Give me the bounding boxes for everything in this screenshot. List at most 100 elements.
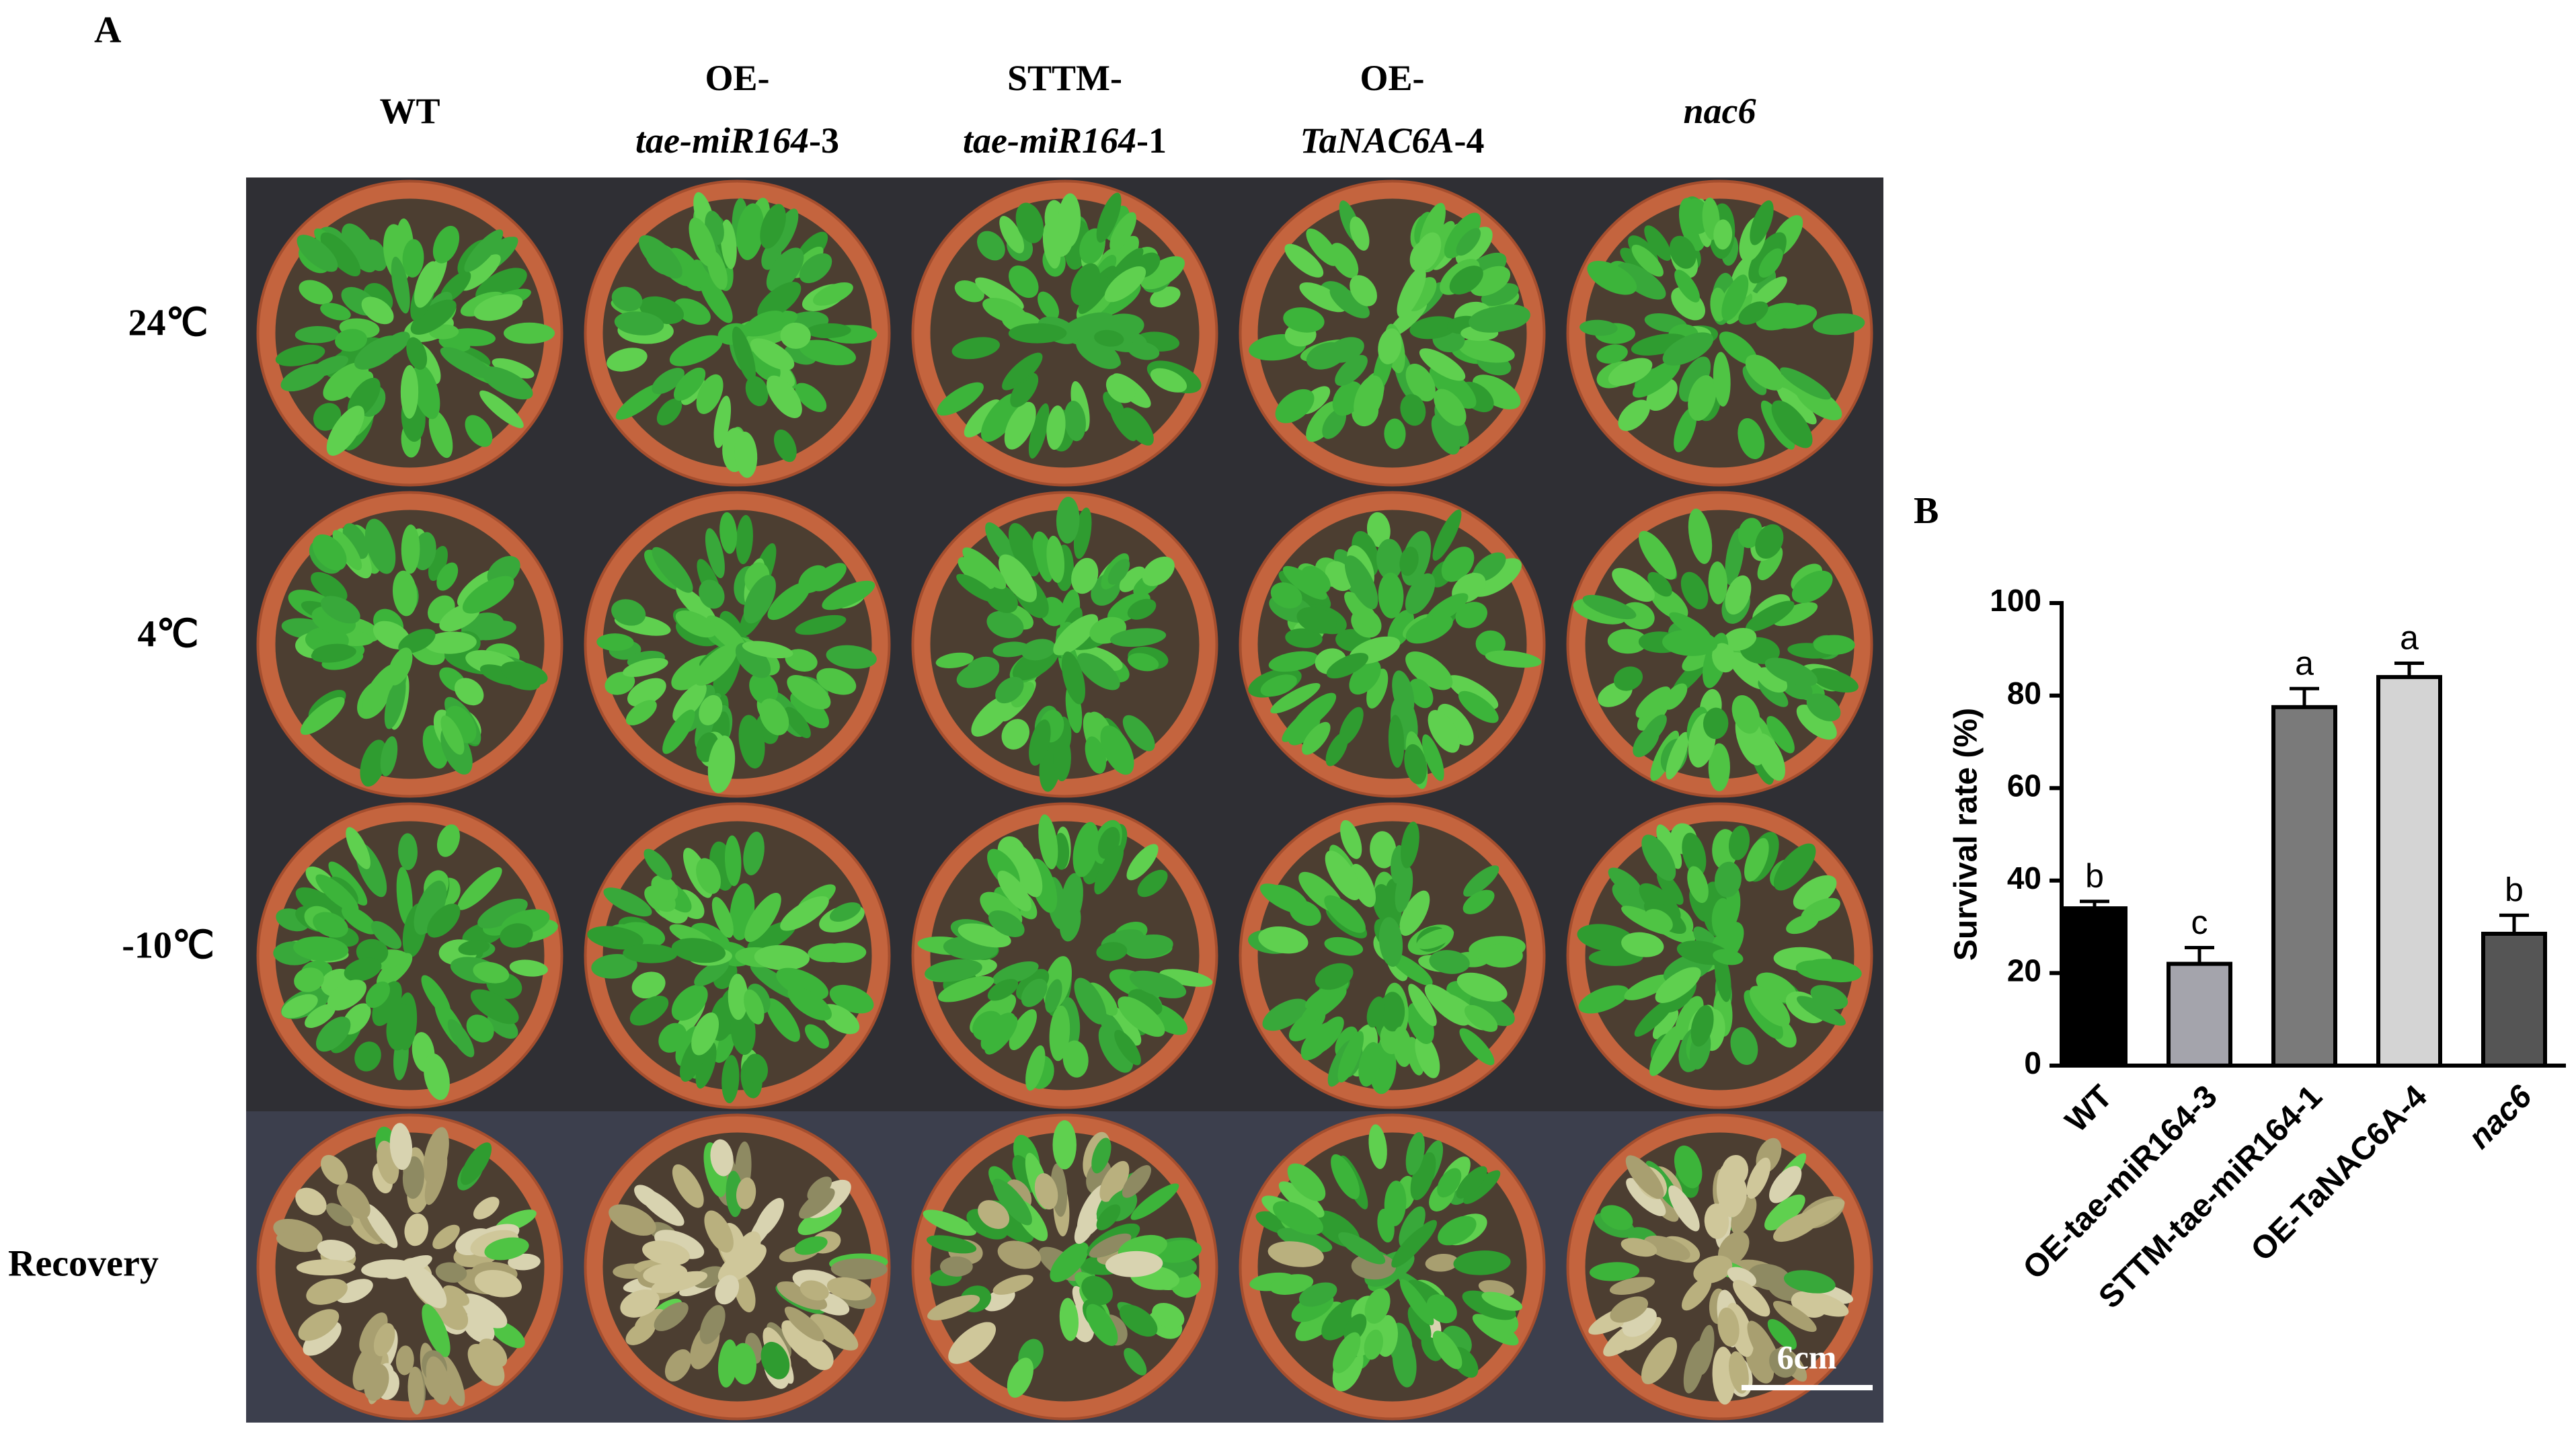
leaf [1405, 573, 1436, 614]
leaf [1298, 1282, 1337, 1307]
leaf [1350, 863, 1376, 908]
leaf [1621, 932, 1664, 957]
header-run: nac6 [1684, 91, 1756, 131]
leaf [479, 664, 521, 686]
leaf [1137, 869, 1168, 898]
column-header: tae-miR164-1 [963, 120, 1167, 161]
significance-letter: c [2191, 904, 2208, 941]
leaf [364, 1203, 398, 1248]
leaf [713, 395, 732, 448]
leaf [987, 979, 1019, 1001]
leaf [992, 1275, 1033, 1295]
leaf [1392, 1335, 1417, 1388]
leaf [1366, 512, 1391, 548]
leaf [813, 282, 853, 306]
leaf [414, 261, 439, 308]
leaf [675, 610, 717, 638]
leaf [777, 1281, 828, 1310]
leaf [676, 586, 717, 625]
leaf [341, 223, 378, 273]
leaf [757, 282, 802, 319]
leaf [1725, 528, 1745, 586]
leaf [1655, 967, 1701, 1003]
leaf [1325, 850, 1361, 900]
x-tick-label: OE-TaNAC6A-4 [2245, 1078, 2434, 1268]
leaf [1287, 1163, 1326, 1201]
leaf [398, 833, 418, 871]
leaf [731, 1343, 756, 1385]
leaf [1079, 276, 1110, 313]
leaf [810, 1314, 859, 1351]
leaf [1769, 1166, 1802, 1203]
leaf [1391, 1224, 1432, 1268]
leaf [1600, 1205, 1633, 1230]
leaf [749, 672, 779, 705]
leaf [1652, 1008, 1679, 1039]
leaf [1813, 635, 1855, 655]
leaf [1408, 678, 1434, 709]
leaf [305, 1004, 336, 1028]
leaf [1302, 721, 1331, 755]
leaf [1025, 1045, 1046, 1091]
leaf [1046, 535, 1065, 583]
leaf [1127, 653, 1159, 672]
leaf [1456, 972, 1508, 1002]
leaf [717, 1339, 738, 1388]
leaf [799, 1280, 829, 1301]
header-run: tae-miR164 [635, 120, 809, 161]
leaf [744, 989, 765, 1025]
leaf [719, 512, 738, 554]
leaf [311, 571, 348, 602]
leaf [1624, 974, 1672, 1000]
leaf [1662, 332, 1714, 366]
leaf [500, 923, 533, 948]
leaf [1380, 992, 1405, 1032]
leaf [794, 1236, 828, 1255]
leaf [1745, 354, 1784, 391]
leaf [1647, 571, 1672, 597]
leaf [464, 229, 504, 272]
leaf [1094, 845, 1124, 895]
leaf [484, 1237, 529, 1261]
leaf [1419, 348, 1466, 381]
leaf [306, 1278, 348, 1305]
leaf [311, 355, 349, 377]
leaf [651, 1271, 708, 1294]
header-run: WT [379, 91, 440, 131]
leaf [721, 1055, 740, 1104]
leaf [1299, 282, 1347, 313]
leaf [1712, 643, 1736, 673]
leaf [1122, 715, 1155, 752]
leaf [743, 832, 765, 876]
leaf [1472, 374, 1521, 409]
leaf [1278, 1181, 1325, 1218]
row-label: Recovery [8, 1242, 159, 1284]
leaf [1674, 1145, 1703, 1189]
leaf [1711, 898, 1732, 939]
leaf [440, 715, 465, 755]
leaf [1011, 682, 1035, 708]
leaf [1713, 219, 1733, 250]
leaf [1399, 1279, 1434, 1326]
leaf [393, 570, 418, 616]
leaf [421, 975, 451, 1017]
leaf [822, 580, 875, 610]
leaf [1641, 1337, 1678, 1384]
leaf [1773, 843, 1816, 891]
leaf [1009, 265, 1039, 299]
leaf [1401, 822, 1419, 869]
leaf [1721, 274, 1749, 321]
leaf [611, 599, 646, 626]
leaf [1354, 375, 1384, 422]
leaf [1046, 405, 1066, 450]
leaf [1399, 890, 1430, 937]
leaf [735, 642, 771, 678]
leaf [1004, 401, 1036, 450]
leaf [312, 643, 354, 660]
leaf [359, 1312, 388, 1354]
leaf [354, 1041, 381, 1072]
leaf [1610, 1296, 1649, 1323]
y-tick-label: 60 [2007, 768, 2041, 803]
leaf [1404, 744, 1428, 785]
leaf [317, 1240, 356, 1262]
